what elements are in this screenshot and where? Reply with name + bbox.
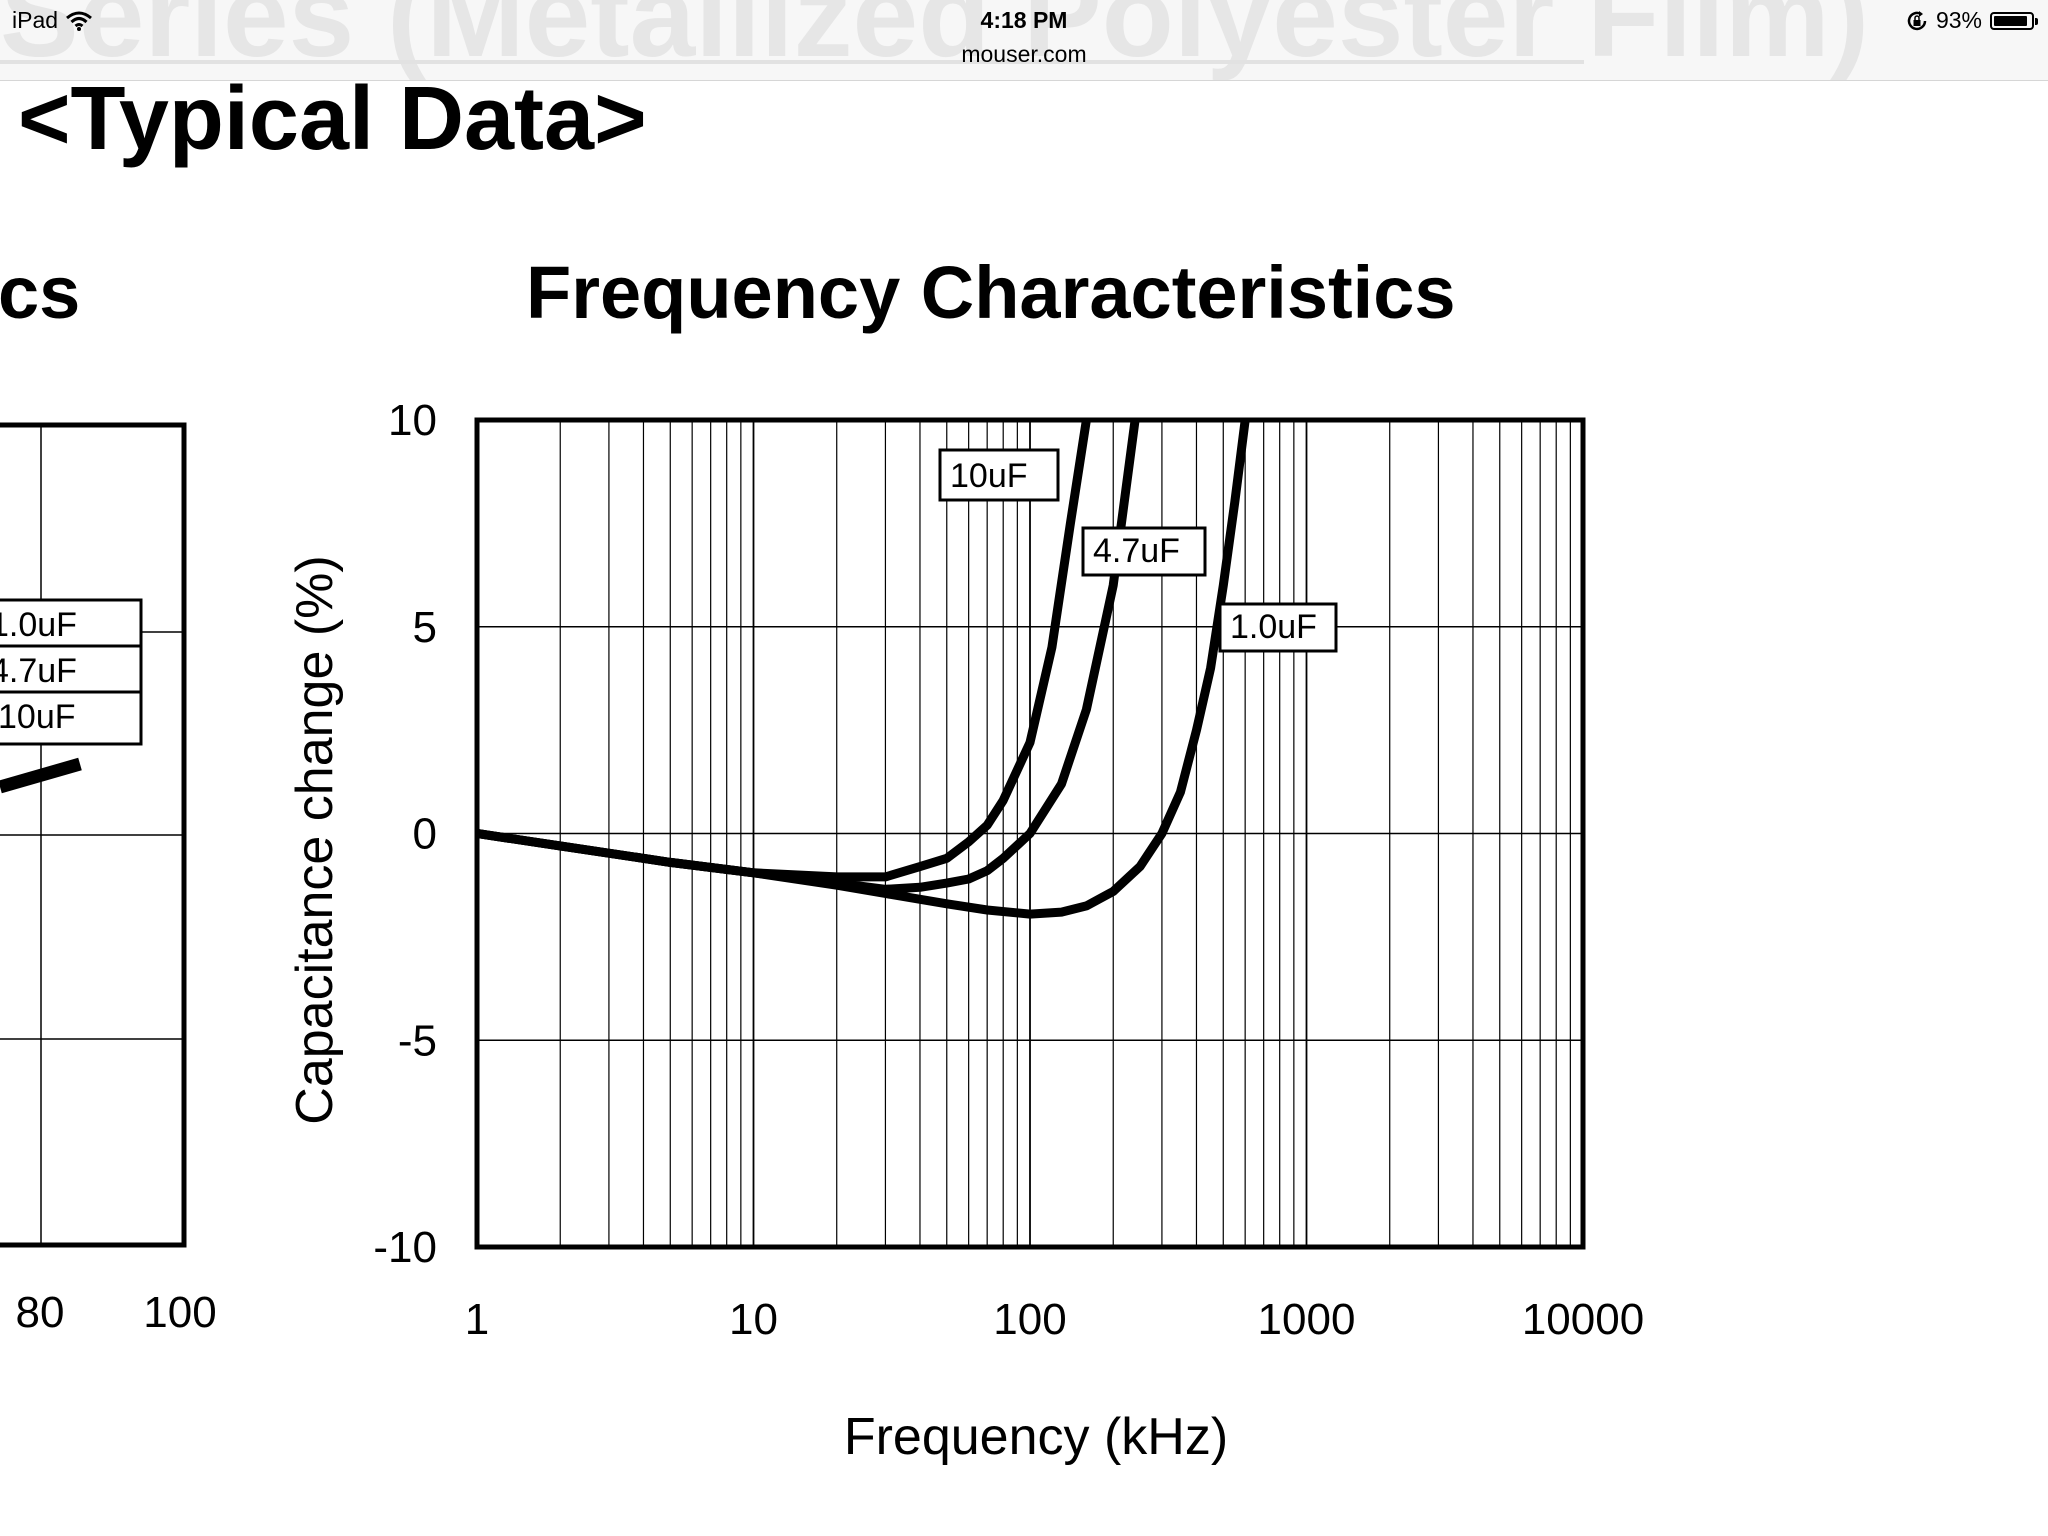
x-tick-label: 10000 xyxy=(1522,1295,1644,1344)
series-labels: 10uF 4.7uF 1.0uF xyxy=(938,448,1338,653)
wifi-icon xyxy=(66,11,93,31)
y-tick-label: 10 xyxy=(388,396,437,445)
address-domain[interactable]: mouser.com xyxy=(961,41,1087,67)
y-tick-label: -10 xyxy=(373,1223,437,1272)
left-x-tick-label: 100 xyxy=(143,1288,216,1337)
rotation-lock-icon xyxy=(1907,10,1927,30)
section-heading: <Typical Data> xyxy=(18,69,647,169)
title-rule xyxy=(0,60,1584,64)
series-label: 1.0uF xyxy=(1230,608,1317,646)
left-chart-frame xyxy=(0,422,187,1248)
series-label: 4.7uF xyxy=(1093,532,1180,570)
series-label-box xyxy=(938,448,1060,502)
y-tick-label: -5 xyxy=(398,1016,437,1065)
left-legend-label: 4.7uF xyxy=(0,652,77,690)
x-tick-label: 100 xyxy=(993,1295,1066,1344)
left-chart-title: cs xyxy=(0,251,81,334)
battery-level-fill xyxy=(1994,15,2028,26)
left-chart-curve xyxy=(0,757,82,794)
series-line xyxy=(477,420,1250,919)
status-right-group: 93% xyxy=(1906,7,2038,34)
series-label-box xyxy=(1218,602,1338,653)
y-tick-label: 5 xyxy=(413,603,437,652)
y-axis-label: Capacitance change (%) xyxy=(286,555,344,1124)
page-title-behind-bar: Series (Metallized Polyester Film) xyxy=(0,0,1869,81)
battery-cap xyxy=(2035,17,2038,25)
axis-ticks: 1 10 100 1000 10000 10 5 0 -5 -10 xyxy=(373,396,1644,1344)
chart-series xyxy=(477,420,1250,919)
y-tick-label: 0 xyxy=(413,810,437,859)
series-label: 10uF xyxy=(950,457,1028,495)
left-x-tick-label: 80 xyxy=(16,1288,65,1337)
carrier-group: iPad xyxy=(12,7,93,34)
x-tick-label: 1000 xyxy=(1258,1295,1356,1344)
chart-title: Frequency Characteristics xyxy=(526,251,1456,334)
battery-icon xyxy=(1990,11,2038,30)
chart-frame xyxy=(474,417,1586,1250)
status-clock: 4:18 PM xyxy=(980,7,1068,33)
left-chart-legend: 1.0uF 4.7uF 10uF xyxy=(0,598,143,746)
carrier-label: iPad xyxy=(12,7,59,33)
series-label-box xyxy=(1081,526,1207,577)
left-legend-label: 1.0uF xyxy=(0,606,77,644)
status-bar: Series (Metallized Polyester Film) iPad … xyxy=(0,0,2048,81)
left-legend-label: 10uF xyxy=(0,698,76,736)
x-tick-label: 1 xyxy=(465,1295,489,1344)
plot-frame xyxy=(474,417,1586,1250)
x-axis-label: Frequency (kHz) xyxy=(844,1408,1228,1466)
x-tick-label: 10 xyxy=(729,1295,778,1344)
battery-percent: 93% xyxy=(1935,7,1982,33)
